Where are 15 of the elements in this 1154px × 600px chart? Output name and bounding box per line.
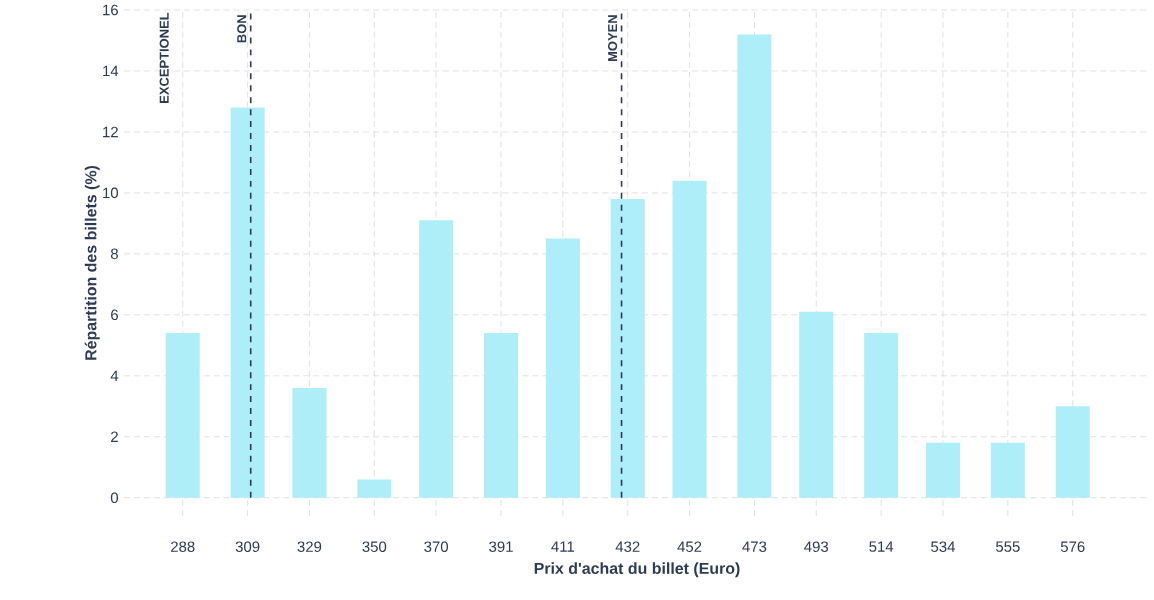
bar xyxy=(990,442,1025,498)
bar xyxy=(610,198,645,498)
bar xyxy=(165,333,200,498)
bar xyxy=(357,479,392,498)
bar xyxy=(484,333,519,498)
bar xyxy=(925,442,960,498)
bar xyxy=(864,333,899,498)
bar xyxy=(799,311,834,498)
bar xyxy=(737,34,772,498)
bar xyxy=(419,220,454,498)
bar xyxy=(672,180,707,498)
bar xyxy=(230,107,265,498)
bar xyxy=(545,238,580,498)
bar xyxy=(292,387,327,498)
bar xyxy=(1055,406,1090,498)
